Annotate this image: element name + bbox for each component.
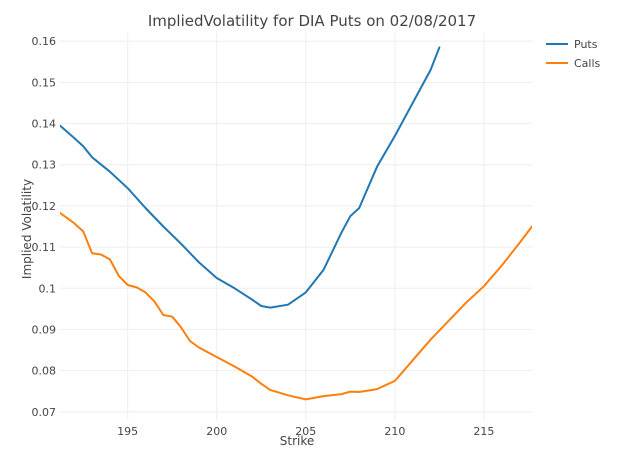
chart-title: ImpliedVolatility for DIA Puts on 02/08/…	[148, 12, 476, 30]
y-tick-label: 0.07	[32, 406, 57, 419]
y-axis-title: Implied Volatility	[20, 179, 34, 279]
series-layer	[60, 46, 532, 401]
y-tick-label: 0.12	[32, 200, 57, 213]
x-tick-label: 200	[206, 425, 227, 438]
y-tick-label: 0.16	[32, 35, 57, 48]
legend-label-puts: Puts	[574, 38, 598, 51]
y-tick-label: 0.11	[32, 241, 57, 254]
x-axis-title: Strike	[280, 434, 315, 448]
x-tick-label: 215	[473, 425, 494, 438]
legend: Puts Calls	[546, 38, 601, 70]
y-tick-label: 0.08	[32, 365, 57, 378]
x-tick-label: 210	[384, 425, 405, 438]
y-tick-label: 0.15	[32, 76, 57, 89]
y-tick-label: 0.09	[32, 323, 57, 336]
y-tick-label: 0.1	[39, 282, 57, 295]
x-tick-label: 205	[295, 425, 316, 438]
legend-label-calls: Calls	[574, 57, 601, 70]
grid-layer	[60, 33, 532, 420]
y-tick-label: 0.14	[32, 118, 57, 131]
series-line-puts	[60, 46, 441, 309]
series-line-calls	[60, 211, 532, 401]
tick-layer: 195 200 205 210 215 0.07 0.08 0.09 0.1 0.11 0.12 0.…	[32, 35, 495, 438]
x-tick-label: 195	[117, 425, 138, 438]
y-tick-label: 0.13	[32, 159, 57, 172]
